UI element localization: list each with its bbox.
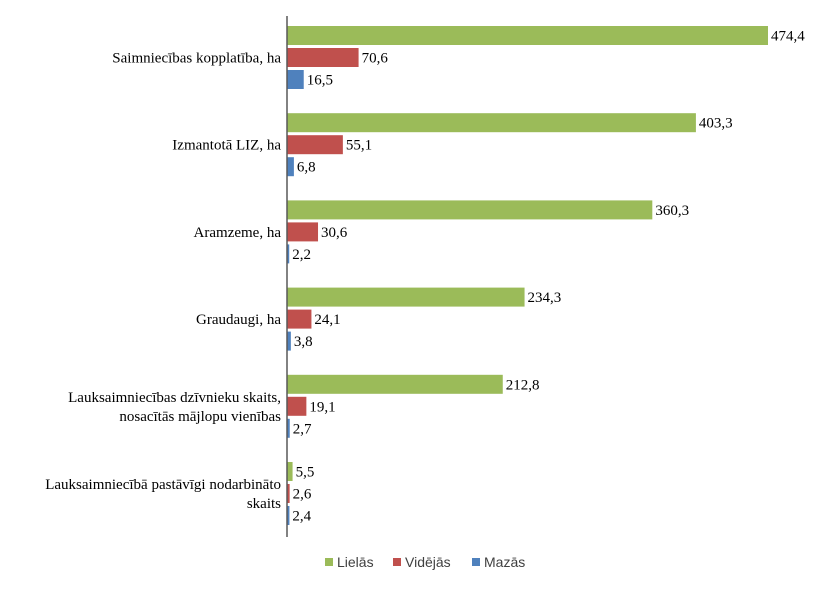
bar-Mazās-4 — [287, 331, 291, 351]
data-label: 6,8 — [297, 160, 316, 176]
category-label: Lauksaimniecības dzīvnieku skaits, — [68, 390, 281, 406]
data-label: 55,1 — [346, 138, 372, 154]
bar-Mazās-3 — [287, 244, 290, 264]
legend: Lielās Vidējās Mazās — [325, 554, 525, 570]
data-label: 19,1 — [309, 399, 335, 415]
data-label: 360,3 — [655, 203, 689, 219]
data-label: 5,5 — [296, 465, 315, 481]
bar-Mazās-6 — [287, 506, 290, 525]
data-label: 2,2 — [292, 247, 311, 263]
legend-label: Mazās — [484, 554, 525, 570]
category-label: nosacītās mājlopu vienības — [119, 409, 281, 425]
category-label: Saimniecības kopplatība, ha — [112, 51, 281, 67]
data-label: 24,1 — [314, 312, 340, 328]
bar-Mazās-1 — [287, 70, 304, 89]
data-label: 2,6 — [293, 487, 312, 503]
data-label: 30,6 — [321, 225, 348, 241]
bar-Lielās-5 — [287, 374, 503, 394]
legend-swatch — [393, 558, 401, 566]
legend-label: Vidējās — [405, 554, 451, 570]
bar-Lielās-3 — [287, 200, 653, 220]
legend-label: Lielās — [337, 554, 374, 570]
legend-swatch — [325, 558, 333, 566]
bar-Lielās-4 — [287, 287, 525, 307]
category-label: skaits — [247, 496, 281, 512]
bar-Mazās-5 — [287, 418, 290, 438]
bar-Vidējās-3 — [287, 222, 319, 242]
category-labels-layer: Saimniecības kopplatība, ha Izmantotā LIZ… — [45, 51, 281, 513]
data-label: 474,4 — [771, 29, 805, 45]
category-label: Lauksaimniecībā pastāvīgi nodarbināto — [45, 477, 281, 493]
bar-Vidējās-5 — [287, 396, 307, 416]
category-label: Aramzeme, ha — [194, 225, 282, 241]
data-label: 70,6 — [362, 51, 389, 67]
bar-Vidējās-6 — [287, 484, 290, 503]
data-label: 16,5 — [307, 73, 333, 89]
bar-Vidējās-1 — [287, 48, 359, 67]
bar-Mazās-2 — [287, 157, 294, 177]
bars-layer — [287, 26, 768, 525]
data-label: 212,8 — [506, 377, 540, 393]
data-label: 234,3 — [528, 290, 562, 306]
category-label: Graudaugi, ha — [196, 312, 281, 328]
data-labels-layer: 474,4 70,6 16,5 403,3 55,1 6,8 360,3 30,6 2,2 234… — [292, 29, 805, 525]
bar-Lielās-2 — [287, 113, 696, 133]
category-label: Izmantotā LIZ, ha — [172, 138, 281, 154]
data-label: 403,3 — [699, 116, 733, 132]
bar-Lielās-1 — [287, 26, 768, 45]
data-label: 3,8 — [294, 334, 313, 350]
bar-Vidējās-4 — [287, 309, 312, 329]
bar-Lielās-6 — [287, 462, 293, 481]
data-label: 2,7 — [293, 421, 312, 437]
data-label: 2,4 — [292, 509, 311, 525]
legend-swatch — [472, 558, 480, 566]
bar-Vidējās-2 — [287, 135, 343, 155]
